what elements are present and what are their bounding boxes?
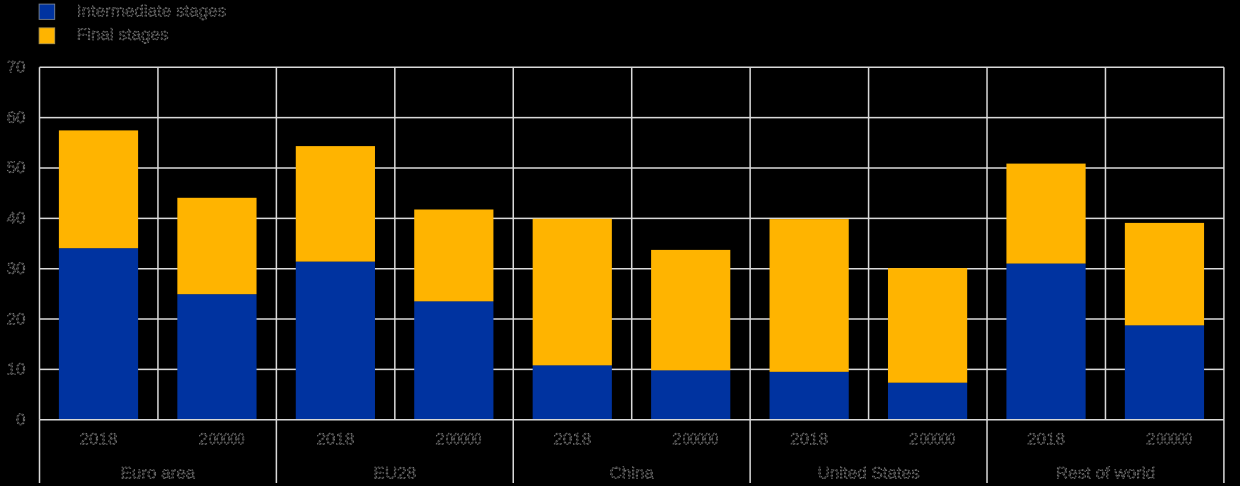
svg-text:2: 2 xyxy=(1146,430,1155,449)
svg-text:2: 2 xyxy=(435,430,444,449)
svg-text:10: 10 xyxy=(7,360,26,379)
svg-text:70: 70 xyxy=(7,58,26,77)
svg-text:00000: 00000 xyxy=(1157,430,1192,449)
svg-text:2018: 2018 xyxy=(1027,430,1065,449)
svg-text:2018: 2018 xyxy=(80,430,118,449)
svg-text:40: 40 xyxy=(7,209,26,228)
svg-text:2018: 2018 xyxy=(553,430,591,449)
svg-text:2: 2 xyxy=(199,430,208,449)
svg-text:00000: 00000 xyxy=(209,430,244,449)
svg-text:Final stages: Final stages xyxy=(77,25,169,44)
svg-text:30: 30 xyxy=(7,259,26,278)
svg-text:0: 0 xyxy=(16,410,25,429)
svg-text:20: 20 xyxy=(7,309,26,328)
svg-text:Intermediate stages: Intermediate stages xyxy=(77,1,226,20)
svg-text:60: 60 xyxy=(7,108,26,127)
svg-text:2018: 2018 xyxy=(316,430,354,449)
svg-text:00000: 00000 xyxy=(920,430,955,449)
svg-text:EU28: EU28 xyxy=(374,463,417,482)
svg-text:Rest of world: Rest of world xyxy=(1056,463,1155,482)
svg-text:2: 2 xyxy=(672,430,681,449)
svg-text:00000: 00000 xyxy=(683,430,718,449)
svg-text:United States: United States xyxy=(818,463,920,482)
svg-text:00000: 00000 xyxy=(446,430,481,449)
svg-text:50: 50 xyxy=(7,158,26,177)
svg-text:Euro area: Euro area xyxy=(121,463,196,482)
svg-text:2018: 2018 xyxy=(790,430,828,449)
svg-text:China: China xyxy=(609,463,654,482)
svg-text:2: 2 xyxy=(909,430,918,449)
